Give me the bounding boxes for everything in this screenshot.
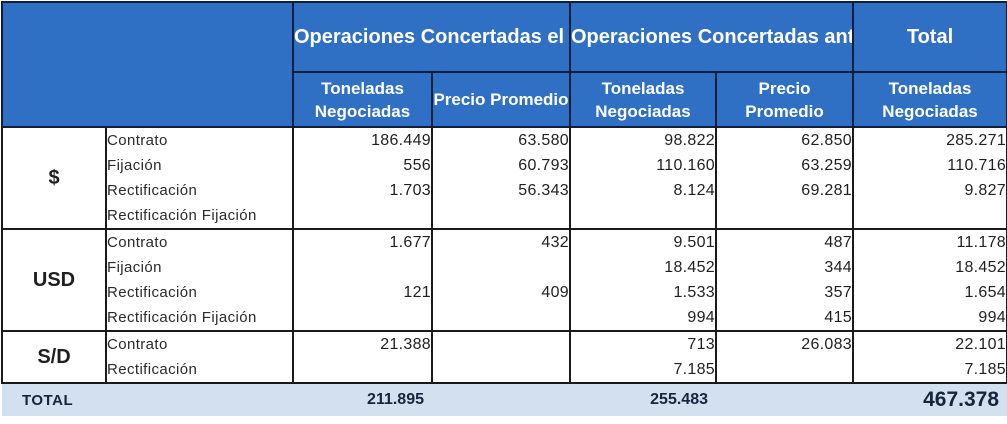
toneladas-el-26-9: [292, 357, 433, 383]
table-row: Fijación 18.452 344 18.452: [2, 255, 1007, 280]
toneladas-total: 285.271: [852, 126, 1007, 153]
toneladas-antes-26-9: 98.822: [569, 126, 717, 153]
header-group-antes-26-9: Operaciones Concertadas antes del 26/9: [568, 1, 855, 73]
total-toneladas-el-26-9: 211.895: [293, 382, 432, 416]
toneladas-el-26-9: [292, 203, 433, 229]
toneladas-antes-26-9: 9.501: [569, 228, 717, 255]
toneladas-antes-26-9: 18.452: [569, 255, 717, 280]
table-row: Rectificación 121 409 1.533 357 1.654: [2, 280, 1007, 305]
toneladas-antes-26-9: [569, 203, 717, 229]
toneladas-el-26-9: 1.703: [292, 178, 433, 203]
table-row: Rectificación 1.703 56.343 8.124 69.281 …: [2, 178, 1007, 203]
toneladas-total: 7.185: [852, 357, 1007, 383]
precio-el-26-9: 432: [431, 228, 571, 255]
precio-antes-26-9: 357: [714, 280, 855, 305]
precio-antes-26-9: 415: [714, 305, 855, 331]
toneladas-el-26-9: 21.388: [292, 330, 433, 357]
toneladas-total: 1.654: [852, 280, 1007, 305]
toneladas-antes-26-9: 110.160: [569, 153, 717, 178]
precio-antes-26-9: 487: [714, 228, 855, 255]
row-label: Rectificación: [105, 178, 294, 203]
row-label: Rectificación: [105, 280, 294, 305]
table-row: Fijación 556 60.793 110.160 63.259 110.7…: [2, 153, 1007, 178]
toneladas-antes-26-9: 1.533: [569, 280, 717, 305]
precio-antes-26-9: 26.083: [714, 330, 855, 357]
toneladas-antes-26-9: 994: [569, 305, 717, 331]
toneladas-el-26-9: [292, 255, 433, 280]
precio-antes-26-9: 69.281: [714, 178, 855, 203]
toneladas-total: [852, 203, 1007, 229]
table-row: Rectificación Fijación 994 415 994: [2, 305, 1007, 331]
total-toneladas-antes-26-9: 255.483: [570, 382, 716, 416]
precio-el-26-9: [431, 330, 571, 357]
header-precio-2: Precio Promedio: [714, 71, 855, 128]
precio-antes-26-9: 344: [714, 255, 855, 280]
header-blank-cell: [1, 1, 294, 128]
header-precio-1: Precio Promedio: [431, 71, 571, 128]
precio-el-26-9: [431, 357, 571, 383]
toneladas-el-26-9: 186.449: [292, 126, 433, 153]
row-label: Fijación: [105, 153, 294, 178]
table-row: $ Contrato 186.449 63.580 98.822 62.850 …: [1, 126, 1007, 230]
table-row: S/D Contrato 21.388 713 26.083 22.101: [1, 330, 1007, 384]
precio-el-26-9: [431, 203, 571, 229]
total-empty-cell: [716, 382, 854, 416]
precio-antes-26-9: 63.259: [714, 153, 855, 178]
precio-el-26-9: [431, 255, 571, 280]
precio-el-26-9: 56.343: [431, 178, 571, 203]
precio-antes-26-9: 62.850: [714, 126, 855, 153]
row-label: Rectificación Fijación: [105, 203, 294, 229]
row-label: Contrato: [105, 228, 294, 255]
row-label: Rectificación Fijación: [105, 305, 294, 331]
row-label: Contrato: [105, 126, 294, 153]
header-total: Total: [852, 1, 1007, 73]
total-toneladas-total: 467.378: [853, 382, 1007, 416]
toneladas-total: 110.716: [852, 153, 1007, 178]
row-label: Contrato: [105, 330, 294, 357]
currency-cell-usd: USD: [1, 228, 107, 332]
operations-table: Operaciones Concertadas el 26/9 Operacio…: [1, 1, 1007, 416]
toneladas-el-26-9: [292, 305, 433, 331]
toneladas-total: 9.827: [852, 178, 1007, 203]
toneladas-total: 18.452: [852, 255, 1007, 280]
precio-el-26-9: 60.793: [431, 153, 571, 178]
currency-cell-peso: $: [1, 126, 107, 230]
toneladas-el-26-9: 556: [292, 153, 433, 178]
total-label: TOTAL: [2, 382, 293, 416]
toneladas-antes-26-9: 8.124: [569, 178, 717, 203]
toneladas-antes-26-9: 713: [569, 330, 717, 357]
currency-cell-sd: S/D: [1, 330, 107, 384]
toneladas-total: 11.178: [852, 228, 1007, 255]
header-group-el-26-9: Operaciones Concertadas el 26/9: [292, 1, 571, 73]
precio-antes-26-9: [714, 357, 855, 383]
toneladas-el-26-9: 1.677: [292, 228, 433, 255]
header-toneladas-2: Toneladas Negociadas: [569, 71, 717, 128]
precio-antes-26-9: [714, 203, 855, 229]
precio-el-26-9: 63.580: [431, 126, 571, 153]
total-empty-cell: [432, 382, 570, 416]
toneladas-antes-26-9: 7.185: [569, 357, 717, 383]
table-row: USD Contrato 1.677 432 9.501 487 11.178: [1, 228, 1007, 332]
precio-el-26-9: 409: [431, 280, 571, 305]
toneladas-el-26-9: 121: [292, 280, 433, 305]
table-row: Rectificación 7.185 7.185: [2, 357, 1007, 383]
toneladas-total: 994: [852, 305, 1007, 331]
header-toneladas-total: Toneladas Negociadas: [852, 71, 1007, 128]
toneladas-total: 22.101: [852, 330, 1007, 357]
row-label: Fijación: [105, 255, 294, 280]
row-label: Rectificación: [105, 357, 294, 383]
header-toneladas-1: Toneladas Negociadas: [292, 71, 433, 128]
total-row: TOTAL 211.895 255.483 467.378: [2, 382, 1007, 416]
table-row: Rectificación Fijación: [2, 203, 1007, 229]
precio-el-26-9: [431, 305, 571, 331]
